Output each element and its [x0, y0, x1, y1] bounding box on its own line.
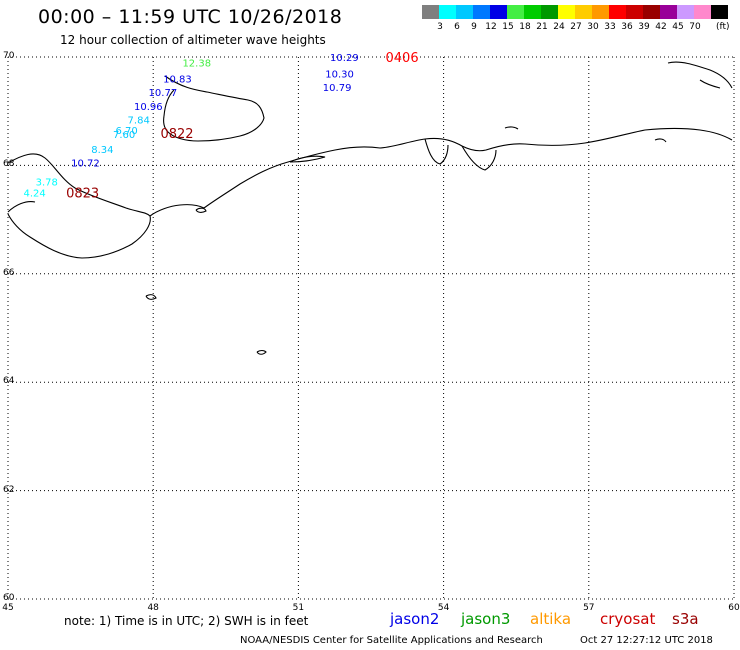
- pass-time-labels: 0822 0823 0406: [66, 51, 419, 202]
- latitude-tick: 60: [3, 593, 15, 603]
- latitude-tick: 64: [3, 376, 15, 387]
- island-east: [504, 126, 519, 130]
- wave-height-observations: 12.38 10.83 10.77 10.96 7.846.707.608.34 10.7…: [23, 53, 358, 200]
- color-scale-label: 15: [502, 22, 514, 32]
- lat-lon-grid: [7, 56, 735, 600]
- color-swatch: [677, 5, 694, 19]
- longitude-tick: 51: [292, 603, 305, 613]
- wave-height-value: 10.72: [71, 159, 100, 170]
- latitude-tick: 62: [3, 484, 15, 495]
- color-scale-label: 6: [454, 22, 460, 32]
- color-scale-label: 70: [689, 22, 701, 32]
- color-swatch: [609, 5, 626, 19]
- color-scale-label: 39: [638, 22, 650, 32]
- longitude-tick: 45: [2, 603, 14, 613]
- color-scale-label: 45: [672, 22, 684, 32]
- coastline: [7, 61, 733, 355]
- color-swatch: [507, 5, 524, 19]
- satellite-legend-item: altika: [530, 610, 572, 628]
- color-swatch: [626, 5, 643, 19]
- latitude-tick: 68: [3, 159, 15, 170]
- color-scale-label: 12: [485, 22, 497, 32]
- pechora-bay: [424, 138, 449, 165]
- pechora-coast: [203, 127, 733, 209]
- longitude-tick: 60: [728, 603, 740, 613]
- color-scale-label: 9: [471, 22, 477, 32]
- satellite-legend-item: cryosat: [600, 610, 656, 628]
- color-scale-unit: (ft): [716, 22, 730, 32]
- pass-time-label: 0406: [386, 51, 419, 66]
- color-swatch: [711, 5, 728, 19]
- longitude-tick: 48: [147, 603, 159, 613]
- latitude-tick: 70: [3, 51, 15, 61]
- wave-height-value: 6.70: [115, 126, 137, 137]
- color-swatch: [439, 5, 456, 19]
- color-swatch: [490, 5, 507, 19]
- wave-height-value: 12.38: [182, 58, 211, 69]
- color-swatch: [592, 5, 609, 19]
- wave-height-value: 10.83: [163, 75, 192, 86]
- satellite-legend-item: s3a: [672, 610, 699, 628]
- color-scale-label: 18: [519, 22, 531, 32]
- satellite-legend-item: jason3: [461, 610, 511, 628]
- color-swatch: [422, 5, 439, 19]
- color-swatch: [456, 5, 473, 19]
- island-kolguev-west: [145, 294, 157, 300]
- latitude-tick: 66: [3, 267, 15, 278]
- wave-height-value: 10.79: [323, 83, 352, 94]
- longitude-tick: 54: [437, 603, 450, 613]
- pechora-delta: [289, 155, 326, 163]
- wave-height-value: 8.34: [91, 145, 113, 156]
- wave-height-value: 10.96: [134, 102, 163, 113]
- kanin-north-coast: [163, 89, 175, 117]
- yamal-north: [667, 61, 733, 89]
- wave-height-value: 7.60: [113, 130, 135, 141]
- white-sea-west: [7, 201, 36, 213]
- varandey-coast: [461, 145, 497, 171]
- wave-height-value: 3.78: [36, 178, 58, 189]
- color-swatch: [660, 5, 677, 19]
- island-small-sea: [256, 349, 267, 355]
- map-subtitle: 12 hour collection of altimeter wave hei…: [60, 33, 326, 47]
- longitude-tick: 57: [583, 603, 595, 613]
- wave-height-value: 10.29: [330, 53, 359, 64]
- color-swatch: [575, 5, 592, 19]
- pass-time-label: 0823: [66, 187, 99, 202]
- color-swatch: [524, 5, 541, 19]
- color-swatch: [558, 5, 575, 19]
- island-bay: [195, 207, 207, 213]
- coast-east-tip: [699, 79, 721, 89]
- wave-height-value: 4.24: [23, 189, 45, 200]
- wave-height-value: 10.77: [149, 88, 178, 99]
- color-scale-label: 27: [570, 22, 582, 32]
- color-scale-label: 21: [536, 22, 548, 32]
- color-scale-label: 36: [621, 22, 633, 32]
- generated-timestamp: Oct 27 12:27:12 UTC 2018: [580, 635, 713, 646]
- color-scale-label: 24: [553, 22, 565, 32]
- color-swatch: [541, 5, 558, 19]
- map-title: 00:00 – 11:59 UTC 10/26/2018: [38, 6, 343, 28]
- color-scale-label: 33: [604, 22, 616, 32]
- mezen-shore: [149, 204, 205, 217]
- color-swatch: [473, 5, 490, 19]
- color-scale-label: 3: [437, 22, 443, 32]
- color-swatch: [694, 5, 711, 19]
- credit-line: NOAA/NESDIS Center for Satellite Applica…: [240, 635, 543, 646]
- satellite-legend-item: jason2: [390, 610, 440, 628]
- color-scale-label: 30: [587, 22, 599, 32]
- island-east-2: [654, 138, 667, 143]
- pass-time-label: 0822: [160, 127, 193, 142]
- color-swatch: [643, 5, 660, 19]
- wave-height-value: 7.84: [128, 115, 150, 126]
- wave-height-value: 10.30: [325, 69, 354, 80]
- footer-note: note: 1) Time is in UTC; 2) SWH is in fe…: [64, 614, 309, 628]
- color-scale-label: 42: [655, 22, 667, 32]
- kanin-peninsula-coast: [163, 75, 265, 142]
